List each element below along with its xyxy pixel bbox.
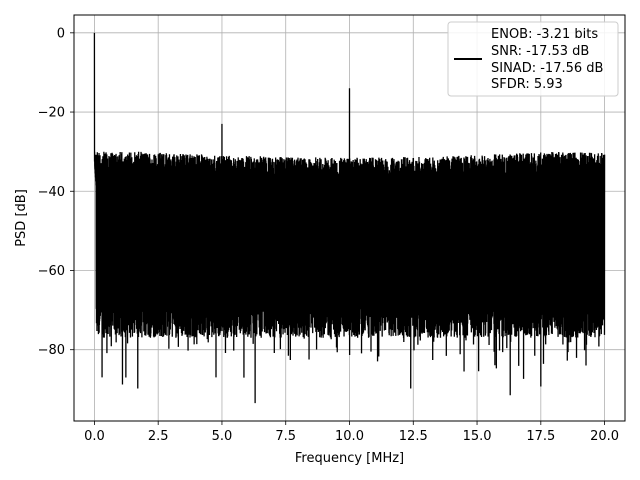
psd-series-line (93, 32, 606, 404)
y-tick-label: −60 (38, 264, 65, 279)
x-tick-label: 20.0 (590, 429, 619, 444)
x-tick-label: 2.5 (148, 429, 169, 444)
x-tick-label: 12.5 (399, 429, 428, 444)
y-axis: 0 −20 −40 −60 −80 (38, 26, 74, 358)
x-axis: 0.0 2.5 5.0 7.5 10.0 12.5 15.0 17.5 20.0 (84, 421, 619, 444)
x-tick-label: 17.5 (526, 429, 555, 444)
legend-entry-snr: SNR: -17.53 dB (491, 44, 589, 59)
x-tick-label: 0.0 (84, 429, 105, 444)
y-tick-label: −80 (38, 343, 65, 358)
y-tick-label: −40 (38, 185, 65, 200)
x-tick-label: 10.0 (335, 429, 364, 444)
legend-entry-enob: ENOB: -3.21 bits (491, 27, 598, 42)
legend: ENOB: -3.21 bits SNR: -17.53 dB SINAD: -… (447, 21, 619, 97)
y-axis-label: PSD [dB] (14, 189, 29, 247)
x-tick-label: 15.0 (463, 429, 492, 444)
legend-entry-sinad: SINAD: -17.56 dB (491, 61, 603, 76)
series-group (93, 32, 606, 404)
legend-entry-sfdr: SFDR: 5.93 (491, 77, 563, 92)
x-tick-label: 7.5 (275, 429, 296, 444)
x-tick-label: 5.0 (212, 429, 233, 444)
y-tick-label: 0 (57, 26, 65, 41)
legend-box (447, 21, 619, 97)
x-axis-label: Frequency [MHz] (295, 451, 404, 466)
y-tick-label: −20 (38, 106, 65, 121)
